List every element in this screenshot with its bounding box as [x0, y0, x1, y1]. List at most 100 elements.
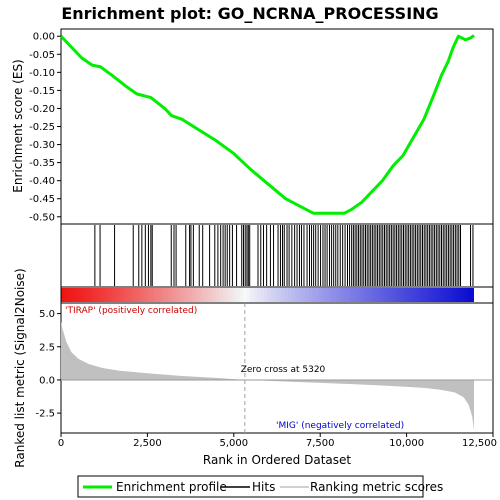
rank-band-segment — [106, 288, 110, 302]
rank-band-segment — [326, 288, 330, 302]
es-tick-label: -0.05 — [29, 50, 55, 61]
legend-label-ranking-metric: Ranking metric scores — [310, 480, 443, 494]
rank-band-segment — [123, 288, 127, 302]
rank-band-segment — [329, 288, 333, 302]
rank-band-segment — [202, 288, 206, 302]
rank-band-segment — [120, 288, 124, 302]
es-tick-label: -0.45 — [29, 194, 55, 205]
rank-band-segment — [199, 288, 203, 302]
rank-band-segment — [460, 288, 464, 302]
rank-band-segment — [233, 288, 237, 302]
rank-band-segment — [116, 288, 120, 302]
rank-tick-label: 2.5 — [39, 342, 55, 353]
rank-band-segment — [354, 288, 358, 302]
rank-band-segment — [292, 288, 296, 302]
rank-band-segment — [278, 288, 282, 302]
rank-band-segment — [78, 288, 82, 302]
rank-band-segment — [95, 288, 99, 302]
rank-band-segment — [412, 288, 416, 302]
rank-band-segment — [312, 288, 316, 302]
x-axis-label: Rank in Ordered Dataset — [203, 453, 351, 467]
rank-band-segment — [340, 288, 344, 302]
rank-band-segment — [374, 288, 378, 302]
rank-band-segment — [453, 288, 457, 302]
rank-band-segment — [319, 288, 323, 302]
positive-correlation-label: 'TIRAP' (positively correlated) — [65, 306, 197, 316]
x-tick-label: 7,500 — [306, 438, 335, 449]
rank-band-segment — [388, 288, 392, 302]
rank-band-segment — [99, 288, 103, 302]
rank-band-segment — [457, 288, 461, 302]
rank-band-segment — [154, 288, 158, 302]
rank-band-segment — [247, 288, 251, 302]
rank-band-segment — [68, 288, 72, 302]
rank-band-segment — [161, 288, 165, 302]
es-panel-frame — [61, 29, 493, 224]
rank-band-segment — [378, 288, 382, 302]
rank-band-segment — [71, 288, 75, 302]
rank-band-segment — [381, 288, 385, 302]
es-tick-label: -0.50 — [29, 212, 55, 223]
rank-band-segment — [82, 288, 86, 302]
hits-panel-frame — [61, 224, 493, 287]
rank-band-segment — [188, 288, 192, 302]
rank-band-segment — [405, 288, 409, 302]
rank-band-segment — [391, 288, 395, 302]
x-tick-label: 0 — [58, 438, 64, 449]
rank-band-tail — [474, 288, 493, 302]
rank-band-segment — [271, 288, 275, 302]
rank-band-segment — [181, 288, 185, 302]
es-axis-label: Enrichment score (ES) — [11, 59, 25, 192]
es-tick-label: 0.00 — [33, 32, 55, 43]
rank-band-segment — [350, 288, 354, 302]
rank-band-segment — [175, 288, 179, 302]
rank-band-segment — [157, 288, 161, 302]
rank-band-segment — [395, 288, 399, 302]
zero-cross-label: Zero cross at 5320 — [241, 365, 326, 375]
rank-band-segment — [223, 288, 227, 302]
es-tick-label: -0.35 — [29, 158, 55, 169]
chart-legend: Enrichment profile Hits Ranking metric s… — [78, 476, 443, 497]
rank-band-segment — [102, 288, 106, 302]
rank-band-segment — [467, 288, 471, 302]
rank-band-segment — [446, 288, 450, 302]
rank-band-segment — [357, 288, 361, 302]
rank-band-segment — [285, 288, 289, 302]
rank-band-segment — [178, 288, 182, 302]
rank-band-segment — [347, 288, 351, 302]
rank-band-segment — [254, 288, 258, 302]
rank-band-segment — [288, 288, 292, 302]
x-tick-label: 10,000 — [389, 438, 424, 449]
rank-band-segment — [219, 288, 223, 302]
rank-band-segment — [281, 288, 285, 302]
rank-band-segment — [147, 288, 151, 302]
rank-band-segment — [164, 288, 168, 302]
rank-band-segment — [415, 288, 419, 302]
rank-band-segment — [336, 288, 340, 302]
rank-band-segment — [195, 288, 199, 302]
rank-band-segment — [150, 288, 154, 302]
rank-band-segment — [422, 288, 426, 302]
rank-band-segment — [367, 288, 371, 302]
rank-band-segment — [436, 288, 440, 302]
rank-band-segment — [89, 288, 93, 302]
rank-band-segment — [298, 288, 302, 302]
rank-band-segment — [133, 288, 137, 302]
negative-correlation-label: 'MIG' (negatively correlated) — [276, 421, 404, 431]
rank-band-segment — [264, 288, 268, 302]
rank-band-segment — [402, 288, 406, 302]
rank-band-segment — [243, 288, 247, 302]
rank-band-segment — [206, 288, 210, 302]
rank-band-segment — [371, 288, 375, 302]
rank-band-segment — [364, 288, 368, 302]
rank-band-segment — [113, 288, 117, 302]
rank-band-segment — [192, 288, 196, 302]
rank-band-segment — [305, 288, 309, 302]
rank-band-segment — [295, 288, 299, 302]
rank-band-segment — [144, 288, 148, 302]
es-tick-label: -0.30 — [29, 140, 55, 151]
es-tick-label: -0.15 — [29, 86, 55, 97]
rank-band-segment — [316, 288, 320, 302]
x-tick-label: 5,000 — [219, 438, 248, 449]
